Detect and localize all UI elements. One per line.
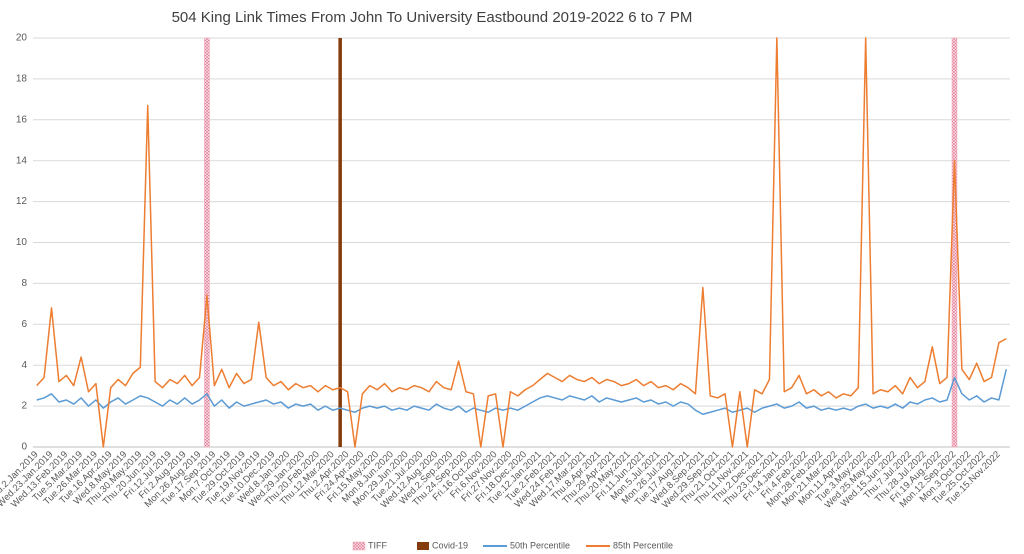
line <box>36 37 1007 448</box>
y-tick-label: 2 <box>21 401 27 412</box>
bar <box>951 37 958 448</box>
legend-label: Covid-19 <box>432 540 468 550</box>
legend-swatch <box>417 542 429 550</box>
y-tick-label: 6 <box>21 319 27 330</box>
bar <box>204 37 210 448</box>
legend-swatch <box>352 541 366 551</box>
legend-label: 50th Percentile <box>510 540 570 550</box>
y-tick-label: 4 <box>21 360 27 371</box>
y-tick-label: 12 <box>16 196 28 207</box>
chart-title: 504 King Link Times From John To Univers… <box>172 9 693 26</box>
y-tick-label: 20 <box>16 33 28 44</box>
legend-label: TIFF <box>368 540 387 550</box>
y-tick-label: 18 <box>16 74 28 85</box>
y-tick-label: 8 <box>21 278 27 289</box>
y-tick-label: 10 <box>16 237 28 248</box>
y-tick-label: 16 <box>16 114 28 125</box>
y-tick-label: 0 <box>21 442 27 453</box>
legend-label: 85th Percentile <box>613 540 673 550</box>
line <box>36 369 1008 416</box>
bar <box>338 38 342 447</box>
y-tick-label: 14 <box>16 155 28 166</box>
